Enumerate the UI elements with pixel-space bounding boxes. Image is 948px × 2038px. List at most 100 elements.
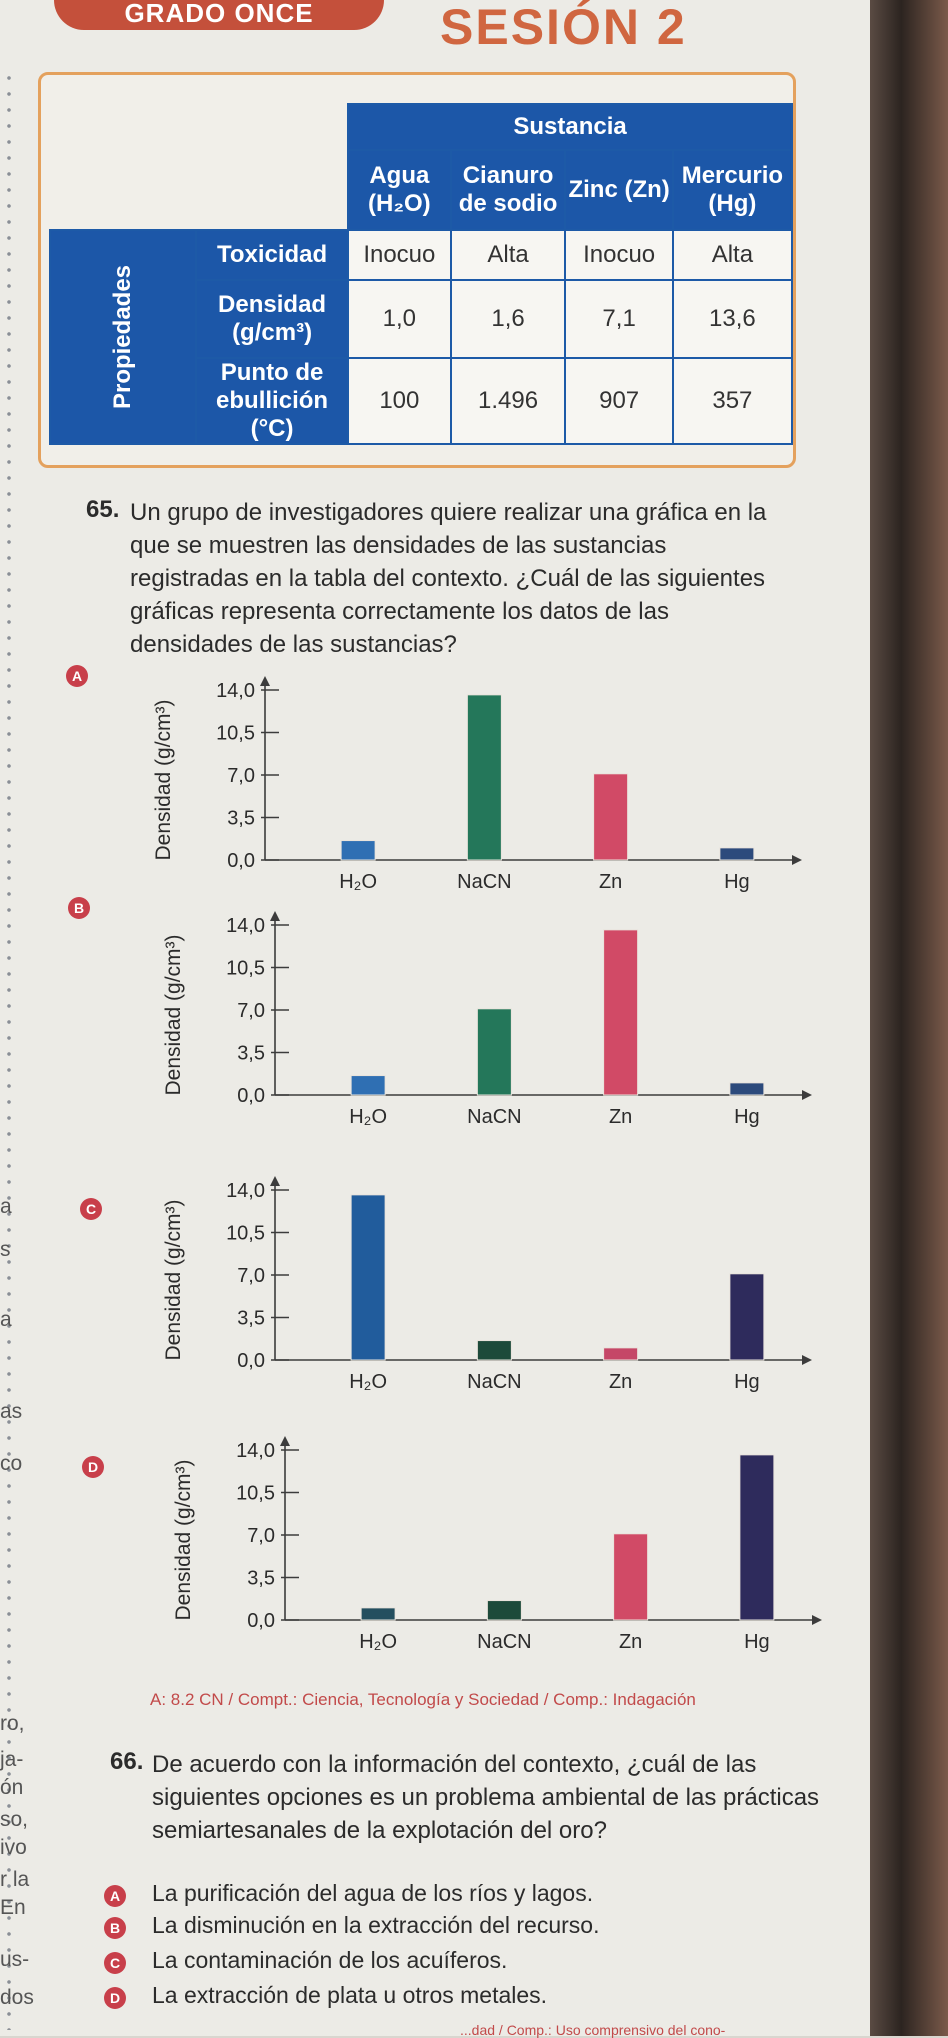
chart-b[interactable]: Densidad (g/cm³) 0,0 3,5 7,0 10,5 14,0 H₂O NaCN… bbox=[150, 895, 830, 1135]
x-category-label: Hg bbox=[734, 1371, 760, 1393]
column-header: Agua (H₂O) bbox=[347, 149, 452, 231]
textbook-page: GRADO ONCE SESIÓN 2 Sustancia Agua (H₂O)… bbox=[0, 0, 890, 2038]
option-a-badge[interactable]: A bbox=[66, 665, 88, 687]
x-category-label: NaCN bbox=[467, 1371, 521, 1393]
table-cell: 907 bbox=[564, 357, 674, 445]
chart-c[interactable]: Densidad (g/cm³) 0,0 3,5 7,0 10,5 14,0 H₂O NaCN… bbox=[150, 1160, 830, 1400]
answer-a-badge[interactable]: A bbox=[104, 1885, 126, 1907]
chart-a[interactable]: Densidad (g/cm³) 0,0 3,5 7,0 10,5 14,0 H₂O NaCN… bbox=[140, 660, 820, 900]
row-header: Densidad (g/cm³) bbox=[195, 279, 350, 359]
y-tick-label: 3,5 bbox=[237, 1043, 265, 1065]
y-tick-label: 0,0 bbox=[237, 1085, 265, 1107]
y-axis-arrow bbox=[260, 676, 270, 686]
question-66-number: 66. bbox=[110, 1748, 144, 1775]
x-category-label: H₂O bbox=[339, 871, 377, 893]
x-category-label: Zn bbox=[619, 1631, 642, 1653]
y-tick-label: 14,0 bbox=[226, 1180, 265, 1202]
margin-word: ja- bbox=[0, 1748, 24, 1771]
x-category-label: H₂O bbox=[349, 1371, 387, 1393]
page-header: GRADO ONCE SESIÓN 2 bbox=[0, 0, 890, 60]
chart-bar bbox=[739, 1454, 775, 1621]
footer-reference: ...dad / Comp.: Uso comprensivo del cono… bbox=[460, 2022, 726, 2038]
y-tick-label: 14,0 bbox=[226, 915, 265, 937]
margin-word: s bbox=[0, 1238, 11, 1261]
y-tick-label: 10,5 bbox=[216, 723, 255, 745]
y-tick-label: 14,0 bbox=[236, 1440, 275, 1462]
margin-word: dos bbox=[0, 1986, 34, 2009]
table-cell: Alta bbox=[671, 229, 794, 281]
table-cell: Inocuo bbox=[564, 229, 674, 281]
x-category-label: NaCN bbox=[477, 1631, 531, 1653]
option-c-badge[interactable]: C bbox=[80, 1198, 102, 1220]
table-cell: 357 bbox=[671, 357, 794, 445]
chart-d-svg: Densidad (g/cm³) 0,0 3,5 7,0 10,5 14,0 H₂O NaCN… bbox=[172, 1436, 822, 1653]
margin-word: us- bbox=[0, 1948, 30, 1971]
x-axis-arrow bbox=[802, 1355, 812, 1365]
answer-d-text[interactable]: La extracción de plata u otros metales. bbox=[152, 1982, 548, 2008]
x-category-label: Zn bbox=[599, 871, 622, 893]
margin-word: ivo bbox=[0, 1836, 27, 1859]
answer-b-text[interactable]: La disminución en la extracción del recu… bbox=[152, 1912, 600, 1938]
y-tick-label: 0,0 bbox=[247, 1610, 275, 1632]
row-header: Toxicidad bbox=[195, 229, 350, 281]
chart-bar bbox=[350, 1075, 386, 1096]
y-tick-label: 3,5 bbox=[227, 808, 255, 830]
chart-bar bbox=[486, 1600, 522, 1621]
answer-b-badge[interactable]: B bbox=[104, 1917, 126, 1939]
context-table-box: Sustancia Agua (H₂O) Cianuro de sodio Zi… bbox=[38, 72, 796, 468]
answer-c-badge[interactable]: C bbox=[104, 1952, 126, 1974]
chart-bar bbox=[350, 1194, 386, 1361]
x-category-label: Hg bbox=[734, 1106, 760, 1128]
margin-word: as bbox=[0, 1400, 23, 1423]
chart-a-svg: Densidad (g/cm³) 0,0 3,5 7,0 10,5 14,0 H₂O NaCN… bbox=[152, 676, 802, 893]
margin-word: En bbox=[0, 1896, 26, 1919]
chart-d[interactable]: Densidad (g/cm³) 0,0 3,5 7,0 10,5 14,0 H₂O NaCN… bbox=[160, 1420, 840, 1660]
y-axis-label: Densidad (g/cm³) bbox=[172, 1459, 195, 1620]
binding-dots bbox=[6, 70, 12, 2030]
previous-page-margin: a s a as co ro, ja- ón so, ivo r la En u… bbox=[0, 0, 52, 2036]
y-tick-label: 0,0 bbox=[227, 850, 255, 872]
table-cell: 1.496 bbox=[449, 357, 567, 445]
margin-word: ro, bbox=[0, 1712, 25, 1735]
chart-bar bbox=[476, 1008, 512, 1096]
x-category-label: Zn bbox=[609, 1106, 632, 1128]
chart-bar bbox=[360, 1607, 396, 1621]
chart-bar bbox=[613, 1533, 649, 1621]
answer-d-badge[interactable]: D bbox=[104, 1987, 126, 2009]
margin-word: r la bbox=[0, 1868, 30, 1891]
properties-group-text: Propiedades bbox=[109, 264, 137, 410]
margin-word: a bbox=[0, 1308, 12, 1331]
chart-bar bbox=[593, 773, 629, 861]
y-tick-label: 10,5 bbox=[226, 1223, 265, 1245]
y-tick-label: 7,0 bbox=[237, 1265, 265, 1287]
table-cell: 100 bbox=[347, 357, 452, 445]
table-cell: Alta bbox=[449, 229, 567, 281]
session-title: SESIÓN 2 bbox=[440, 0, 687, 55]
x-axis-arrow bbox=[802, 1090, 812, 1100]
y-tick-label: 14,0 bbox=[216, 680, 255, 702]
chart-bar bbox=[476, 1340, 512, 1361]
properties-group-label: Propiedades bbox=[48, 229, 198, 445]
table-cell: 1,6 bbox=[449, 279, 567, 359]
column-header: Mercurio (Hg) bbox=[671, 149, 794, 231]
answer-a-text[interactable]: La purificación del agua de los ríos y l… bbox=[152, 1880, 594, 1906]
x-category-label: Hg bbox=[744, 1631, 770, 1653]
margin-word: so, bbox=[0, 1808, 29, 1831]
y-axis-label: Densidad (g/cm³) bbox=[162, 934, 185, 1095]
x-category-label: H₂O bbox=[349, 1106, 387, 1128]
y-tick-label: 7,0 bbox=[227, 765, 255, 787]
chart-c-svg: Densidad (g/cm³) 0,0 3,5 7,0 10,5 14,0 H₂O NaCN… bbox=[162, 1176, 812, 1393]
option-b-badge[interactable]: B bbox=[68, 897, 90, 919]
x-category-label: H₂O bbox=[359, 1631, 397, 1653]
y-tick-label: 3,5 bbox=[247, 1568, 275, 1590]
chart-bar bbox=[719, 847, 755, 861]
answer-c-text[interactable]: La contaminación de los acuíferos. bbox=[152, 1947, 508, 1973]
y-tick-label: 3,5 bbox=[237, 1308, 265, 1330]
table-corner bbox=[50, 104, 348, 150]
x-category-label: NaCN bbox=[467, 1106, 521, 1128]
y-axis-arrow bbox=[270, 911, 280, 921]
y-axis-arrow bbox=[280, 1436, 290, 1446]
option-d-badge[interactable]: D bbox=[82, 1456, 104, 1478]
question-65-text: Un grupo de investigadores quiere realiz… bbox=[130, 499, 767, 658]
chart-bar bbox=[603, 929, 639, 1096]
